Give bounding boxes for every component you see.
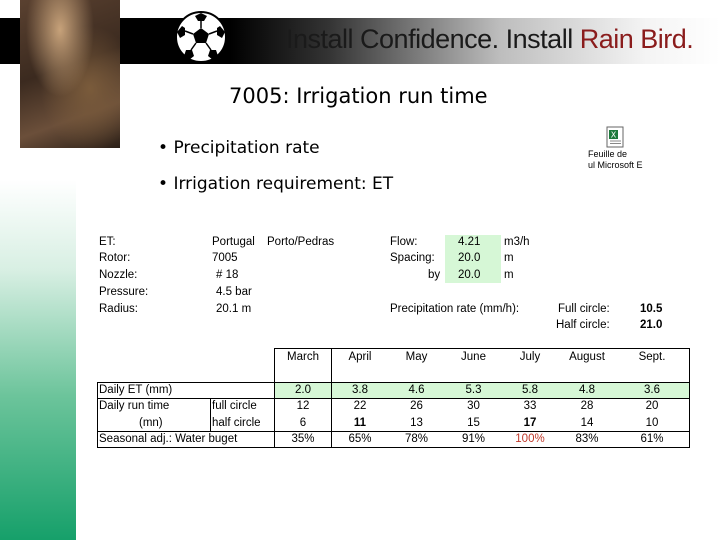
table-col-border <box>331 348 332 448</box>
seasonal-cell: 65% <box>348 433 372 445</box>
by-label: by <box>428 269 441 281</box>
table-left-border <box>97 382 98 448</box>
half-circle-cell: 15 <box>467 417 480 429</box>
table-right-border <box>689 348 690 448</box>
month-header: May <box>405 351 428 363</box>
excel-icon[interactable]: X <box>604 126 626 148</box>
half-circle-cell: 11 <box>353 417 367 429</box>
pressure-value: 4.5 bar <box>216 286 252 298</box>
seasonal-label: Seasonal adj.: Water buget <box>99 433 238 445</box>
minutes-label: (mn) <box>139 417 163 429</box>
spacing-unit: m <box>504 252 514 264</box>
daily-et-cell: 5.8 <box>522 384 538 396</box>
rain-bird-tagline-logo: Install Confidence. Install Rain Bird. <box>286 24 694 55</box>
tagline-part-b: Install <box>505 24 580 54</box>
seasonal-cell: 35% <box>291 433 315 445</box>
half-circle-cell: 17 <box>523 417 537 429</box>
full-circle-rate-label: Full circle: <box>558 303 610 315</box>
daily-et-cell: 5.3 <box>465 384 482 396</box>
pressure-label: Pressure: <box>99 286 149 298</box>
tagline-part-c: Rain Bird. <box>579 24 694 54</box>
et-station: Porto/Pedras <box>267 236 335 248</box>
precip-label: Precipitation rate (mm/h): <box>390 303 520 315</box>
by-unit: m <box>504 269 514 281</box>
month-header: April <box>348 351 372 363</box>
slide-title: 7005: Irrigation run time <box>229 84 488 108</box>
spacing-label: Spacing: <box>390 252 435 264</box>
tagline-part-a: Install Confidence. <box>286 24 499 54</box>
half-circle-cell: 6 <box>299 417 307 429</box>
header-gradient <box>230 18 720 64</box>
seasonal-cell: 83% <box>575 433 599 445</box>
embedded-file-caption[interactable]: Feuille de ul Microsoft E <box>588 149 643 171</box>
seasonal-cell: 100% <box>515 433 545 445</box>
flow-unit: m3/h <box>504 236 530 248</box>
caption-line-1: Feuille de <box>588 149 628 159</box>
full-circle-label: full circle <box>212 400 257 412</box>
spacing-value: 20.0 <box>458 252 481 264</box>
et-row-highlight <box>274 383 689 398</box>
table-values-border <box>274 348 275 448</box>
flow-value: 4.21 <box>458 236 481 248</box>
daily-et-cell: 3.6 <box>644 384 660 396</box>
table-top-border <box>274 348 690 349</box>
full-circle-cell: 30 <box>467 400 480 412</box>
full-circle-rate-value: 10.5 <box>640 303 663 315</box>
table-inner-border <box>210 398 211 431</box>
soccer-ball-icon <box>175 11 227 63</box>
et-country: Portugal <box>212 236 255 248</box>
by-value: 20.0 <box>458 269 481 281</box>
input-highlight <box>445 235 501 283</box>
full-circle-cell: 28 <box>580 400 594 412</box>
hand-photo <box>20 0 120 148</box>
half-circle-rate-value: 21.0 <box>640 319 663 331</box>
month-header: June <box>461 351 486 363</box>
left-gradient-bar <box>0 180 76 540</box>
full-circle-cell: 12 <box>296 400 310 412</box>
half-circle-rate-label: Half circle: <box>556 319 610 331</box>
half-circle-label: half circle <box>212 417 261 429</box>
full-circle-cell: 20 <box>645 400 659 412</box>
seasonal-cell: 61% <box>640 433 664 445</box>
daily-et-cell: 4.6 <box>408 384 425 396</box>
svg-text:X: X <box>611 131 617 140</box>
month-header: July <box>519 351 541 363</box>
full-circle-cell: 26 <box>410 400 423 412</box>
daily-et-cell: 4.8 <box>579 384 595 396</box>
table-header-border <box>97 382 690 383</box>
seasonal-cell: 91% <box>461 433 486 445</box>
half-circle-cell: 10 <box>645 417 659 429</box>
radius-value: 20.1 m <box>216 303 252 315</box>
table-row-border <box>97 398 690 399</box>
bullet-list: Precipitation rate Irrigation requiremen… <box>158 130 393 202</box>
bullet-item: Irrigation requirement: ET <box>158 166 393 202</box>
table-bottom-border <box>97 447 690 448</box>
half-circle-cell: 13 <box>410 417 423 429</box>
bullet-item: Precipitation rate <box>158 130 393 166</box>
seasonal-cell: 78% <box>404 433 429 445</box>
nozzle-label: Nozzle: <box>99 269 138 281</box>
caption-line-2: ul Microsoft E <box>588 160 643 170</box>
rotor-value: 7005 <box>212 252 238 264</box>
et-label: ET: <box>99 236 116 248</box>
flow-label: Flow: <box>390 236 418 248</box>
month-header: Sept. <box>638 351 666 363</box>
full-circle-cell: 33 <box>523 400 537 412</box>
month-header: August <box>569 351 605 363</box>
rotor-label: Rotor: <box>99 252 131 264</box>
nozzle-value: # 18 <box>216 269 239 281</box>
radius-label: Radius: <box>99 303 138 315</box>
month-header: March <box>287 351 319 363</box>
full-circle-cell: 22 <box>353 400 367 412</box>
half-circle-cell: 14 <box>580 417 594 429</box>
table-row-border <box>97 431 690 432</box>
daily-et-label: Daily ET (mm) <box>99 384 173 396</box>
run-time-label: Daily run time <box>99 400 170 412</box>
daily-et-cell: 3.8 <box>352 384 368 396</box>
daily-et-cell: 2.0 <box>295 384 311 396</box>
